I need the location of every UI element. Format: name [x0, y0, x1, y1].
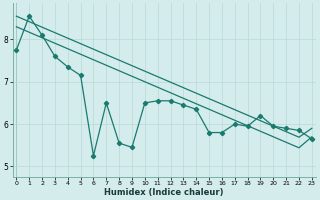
X-axis label: Humidex (Indice chaleur): Humidex (Indice chaleur) [104, 188, 224, 197]
